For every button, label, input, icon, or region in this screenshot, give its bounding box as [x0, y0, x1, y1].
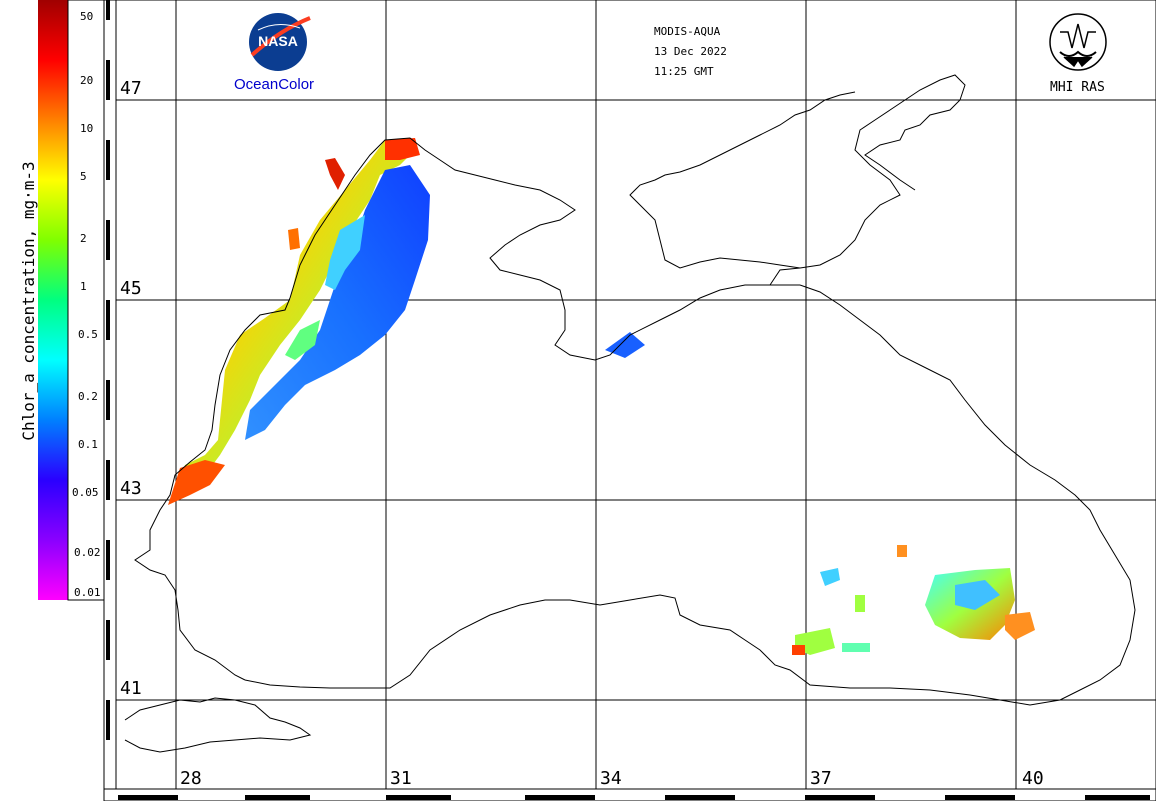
graticule	[116, 0, 1156, 789]
mhi-ras-logo	[1049, 13, 1107, 71]
lat-label-47: 47	[120, 78, 142, 99]
colorbar-tick-20: 20	[80, 74, 94, 87]
lon-label-28: 28	[180, 768, 202, 789]
nasa-logo	[249, 13, 311, 71]
colorbar-tick-0-1: 0.1	[78, 438, 98, 451]
oceancolor-label: OceanColor	[234, 76, 315, 93]
coastline	[124, 74, 1136, 753]
colorbar-gradient	[38, 0, 68, 600]
acquisition-date: 13 Dec 2022	[654, 45, 727, 58]
acquisition-time: 11:25 GMT	[654, 65, 714, 78]
colorbar-tick-0-01: 0.01	[74, 586, 101, 599]
lon-label-40: 40	[1022, 768, 1044, 789]
colorbar-tick-0-5: 0.5	[78, 328, 98, 341]
colorbar-tick-2: 2	[80, 232, 87, 245]
lat-label-45: 45	[120, 278, 142, 299]
mhi-ras-label: MHI RAS	[1050, 80, 1105, 95]
colorbar-tick-1: 1	[80, 280, 87, 293]
left-scale-bar	[103, 0, 117, 801]
colorbar-tick-50: 50	[80, 10, 94, 23]
lon-label-31: 31	[390, 768, 412, 789]
lat-label-43: 43	[120, 478, 142, 499]
chlorophyll-coastal-band	[168, 138, 420, 505]
colorbar-tickstrip	[67, 0, 105, 601]
colorbar-tick-5: 5	[80, 170, 87, 183]
colorbar-tick-10: 10	[80, 122, 94, 135]
colorbar-tick-0-2: 0.2	[78, 390, 98, 403]
map-frame	[115, 0, 1156, 790]
lon-label-37: 37	[810, 768, 832, 789]
chlorophyll-eastern-patches	[792, 545, 1035, 655]
nasa-logo-text: NASA	[258, 33, 298, 49]
colorbar-tick-0-05: 0.05	[72, 486, 99, 499]
colorbar-tick-0-02: 0.02	[74, 546, 101, 559]
sensor-name: MODIS-AQUA	[654, 25, 721, 38]
lon-label-34: 34	[600, 768, 622, 789]
lat-label-41: 41	[120, 678, 142, 699]
colorbar-title: Chlor_a concentration, mg·m-3	[19, 161, 38, 441]
bottom-scale-bar	[103, 788, 1156, 801]
chlorophyll-crimea-patch	[605, 332, 645, 358]
chlorophyll-offshore-field	[245, 165, 645, 440]
